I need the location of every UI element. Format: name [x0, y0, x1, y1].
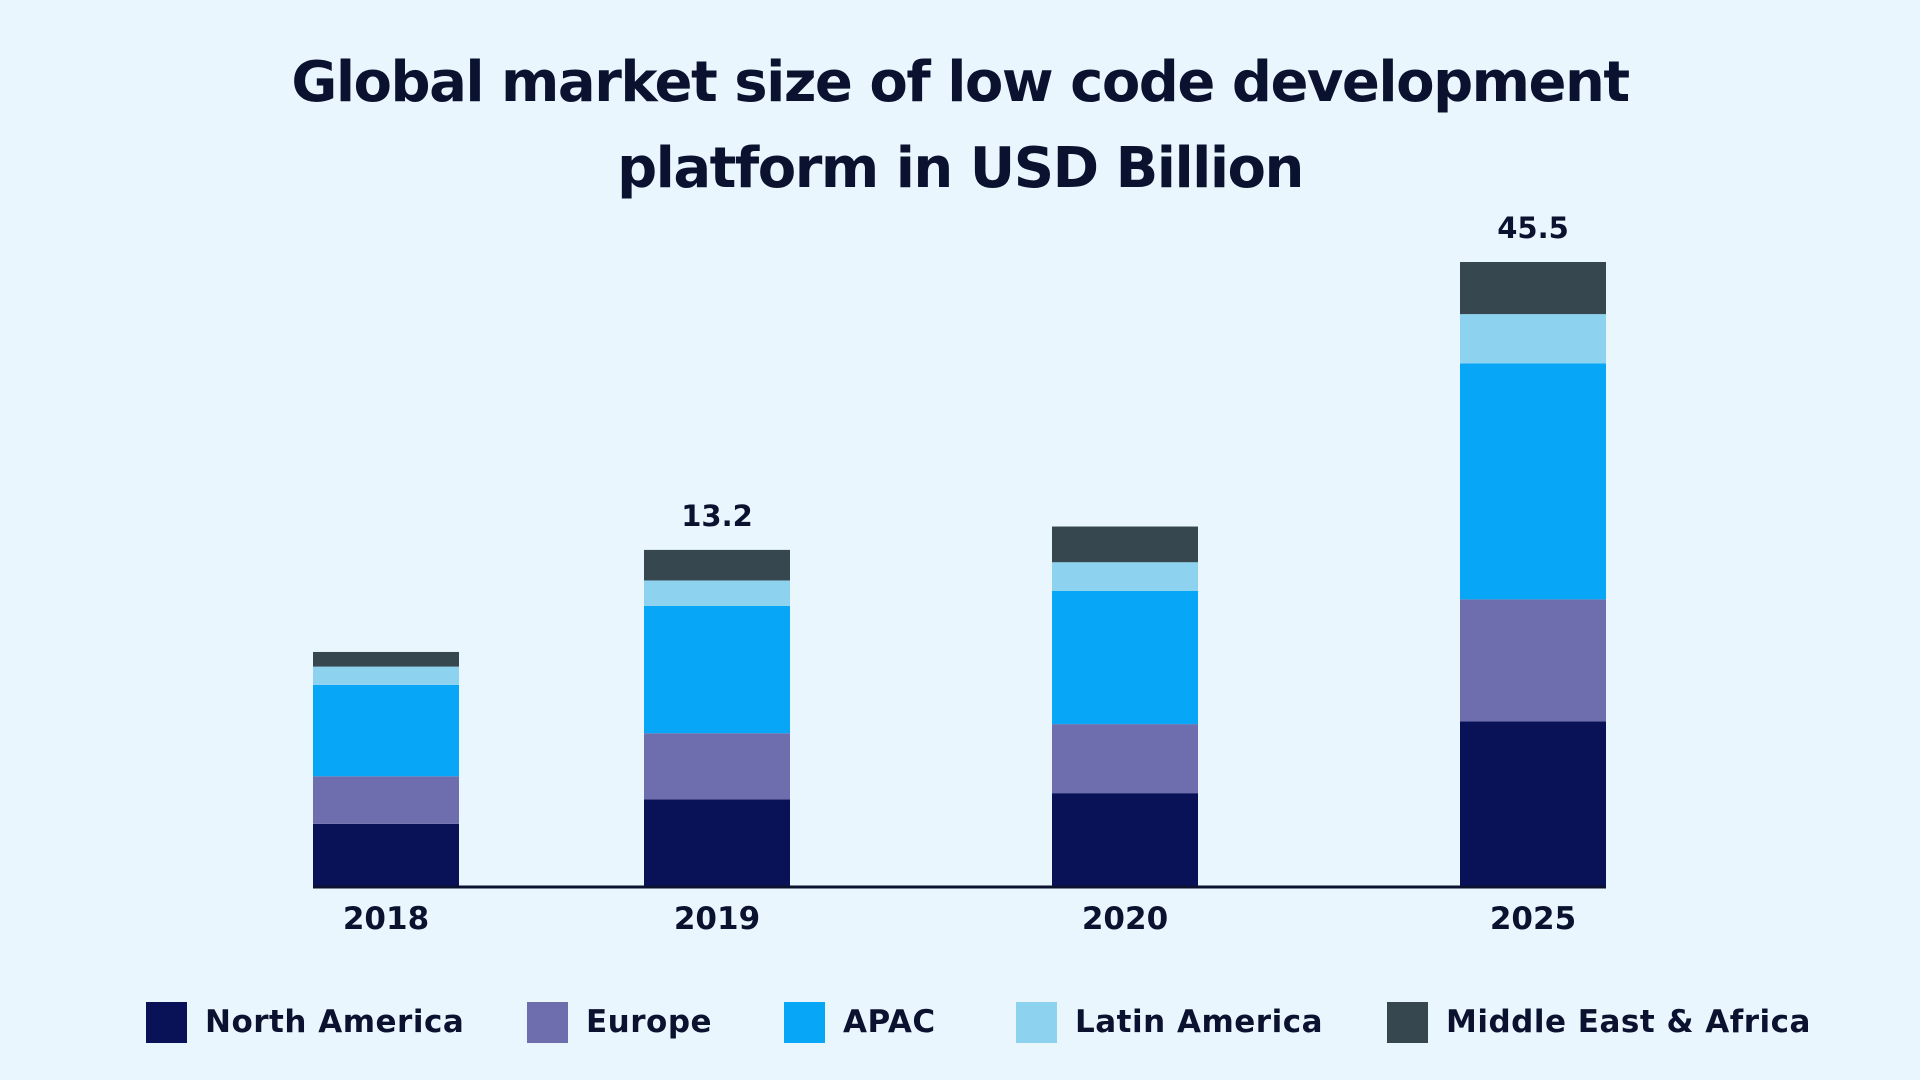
bar-segment-2018-latin-america	[313, 666, 459, 685]
data-label-2025: 45.5	[1497, 211, 1569, 245]
data-label-2019: 13.2	[681, 499, 753, 533]
legend-item-middle-east-africa: Middle East & Africa	[1387, 1000, 1811, 1044]
bar-segment-2019-europe	[644, 733, 790, 800]
bar-segment-2019-apac	[644, 605, 790, 734]
bar-segment-2019-latin-america	[644, 580, 790, 606]
x-tick-label: 2020	[1082, 901, 1168, 937]
legend-item-apac: APAC	[784, 1000, 936, 1044]
legend-swatch-latin-america	[1016, 1001, 1057, 1043]
legend-swatch-middle-east-africa	[1387, 1001, 1428, 1043]
bar-segment-2020-north-america	[1052, 793, 1198, 886]
chart-title-line-2: platform in USD Billion	[617, 136, 1304, 201]
legend: North America Europe APAC Latin America …	[0, 1000, 1920, 1044]
bar-segment-2020-apac	[1052, 590, 1198, 725]
legend-swatch-europe	[527, 1001, 568, 1043]
legend-label: APAC	[843, 1004, 936, 1040]
bar-segment-2018-north-america	[313, 823, 459, 886]
x-tick-label: 2019	[674, 901, 760, 937]
bar-segment-2025-latin-america	[1460, 314, 1606, 364]
legend-label: Latin America	[1075, 1004, 1324, 1040]
chart-title: Global market size of low code developme…	[0, 40, 1920, 212]
bar-segment-2025-europe	[1460, 599, 1606, 722]
bar-segment-2020-latin-america	[1052, 562, 1198, 591]
bar-segment-2025-north-america	[1460, 721, 1606, 886]
legend-item-latin-america: Latin America	[1016, 1000, 1323, 1044]
x-tick-label: 2025	[1490, 901, 1576, 937]
bar-segment-2018-middle-east-africa	[313, 651, 459, 667]
bar-segment-2020-middle-east-africa	[1052, 526, 1198, 563]
bar-segment-2019-north-america	[644, 799, 790, 886]
bar-segment-2019-middle-east-africa	[644, 549, 790, 581]
legend-item-europe: Europe	[527, 1000, 712, 1044]
bar-segment-2018-europe	[313, 776, 459, 824]
bar-segment-2025-apac	[1460, 363, 1606, 600]
x-tick-label: 2018	[343, 901, 429, 937]
legend-label: Europe	[586, 1004, 713, 1040]
bar-segment-2020-europe	[1052, 724, 1198, 794]
chart-title-line-1: Global market size of low code developme…	[291, 50, 1630, 115]
legend-label: North America	[205, 1004, 465, 1040]
legend-item-north-america: North America	[146, 1000, 464, 1044]
bar-segment-2025-middle-east-africa	[1460, 262, 1606, 315]
bar-segment-2018-apac	[313, 684, 459, 777]
legend-label: Middle East & Africa	[1446, 1004, 1811, 1040]
legend-swatch-apac	[784, 1001, 825, 1043]
legend-swatch-north-america	[146, 1001, 187, 1043]
